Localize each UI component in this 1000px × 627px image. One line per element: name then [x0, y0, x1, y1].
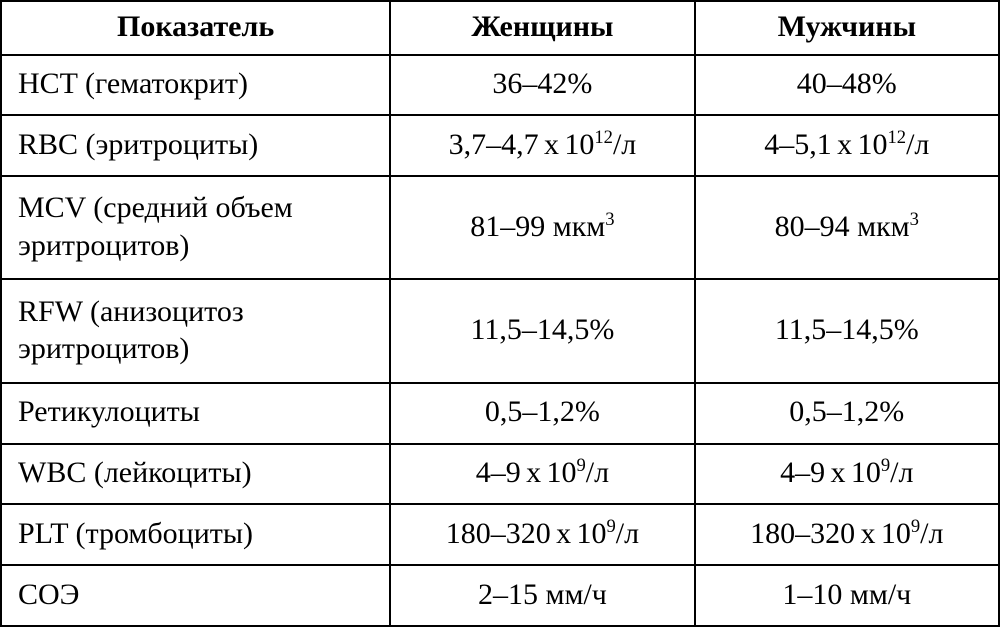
- cell-parameter: RFW (анизоцитоз эритроцитов): [1, 279, 390, 382]
- cell-parameter: Ретикулоциты: [1, 383, 390, 444]
- cell-female-value: 4–9x109/л: [390, 444, 694, 505]
- table-row: WBC (лейкоциты)4–9x109/л4–9x109/л: [1, 444, 999, 505]
- blood-reference-table: Показатель Женщины Мужчины HCT (гематокр…: [0, 0, 1000, 627]
- table-header-row: Показатель Женщины Мужчины: [1, 1, 999, 55]
- table-row: MCV (средний объем эритроцитов)81–99 мкм…: [1, 176, 999, 279]
- table-row: PLT (тромбоциты)180–320x109/л180–320x109…: [1, 504, 999, 565]
- cell-male-value: 180–320x109/л: [695, 504, 999, 565]
- cell-female-value: 36–42%: [390, 55, 694, 116]
- table-row: Ретикулоциты0,5–1,2%0,5–1,2%: [1, 383, 999, 444]
- table-body: HCT (гематокрит)36–42%40–48%RBC (эритроц…: [1, 55, 999, 627]
- cell-parameter: HCT (гематокрит): [1, 55, 390, 116]
- page: Показатель Женщины Мужчины HCT (гематокр…: [0, 0, 1000, 627]
- cell-male-value: 4–9x109/л: [695, 444, 999, 505]
- cell-male-value: 40–48%: [695, 55, 999, 116]
- table-row: RFW (анизоцитоз эритроцитов)11,5–14,5%11…: [1, 279, 999, 382]
- table-row: RBC (эритроциты)3,7–4,7x1012/л4–5,1x1012…: [1, 115, 999, 176]
- table-row: СОЭ2–15 мм/ч1–10 мм/ч: [1, 565, 999, 626]
- col-header-female: Женщины: [390, 1, 694, 55]
- cell-female-value: 0,5–1,2%: [390, 383, 694, 444]
- cell-male-value: 11,5–14,5%: [695, 279, 999, 382]
- col-header-male: Мужчины: [695, 1, 999, 55]
- cell-male-value: 0,5–1,2%: [695, 383, 999, 444]
- cell-female-value: 2–15 мм/ч: [390, 565, 694, 626]
- cell-female-value: 11,5–14,5%: [390, 279, 694, 382]
- cell-parameter: СОЭ: [1, 565, 390, 626]
- cell-female-value: 81–99 мкм3: [390, 176, 694, 279]
- cell-parameter: WBC (лейкоциты): [1, 444, 390, 505]
- cell-male-value: 4–5,1x1012/л: [695, 115, 999, 176]
- cell-male-value: 80–94 мкм3: [695, 176, 999, 279]
- col-header-parameter: Показатель: [1, 1, 390, 55]
- cell-female-value: 3,7–4,7x1012/л: [390, 115, 694, 176]
- cell-parameter: RBC (эритроциты): [1, 115, 390, 176]
- cell-male-value: 1–10 мм/ч: [695, 565, 999, 626]
- table-row: HCT (гематокрит)36–42%40–48%: [1, 55, 999, 116]
- cell-parameter: MCV (средний объем эритроцитов): [1, 176, 390, 279]
- cell-parameter: PLT (тромбоциты): [1, 504, 390, 565]
- cell-female-value: 180–320x109/л: [390, 504, 694, 565]
